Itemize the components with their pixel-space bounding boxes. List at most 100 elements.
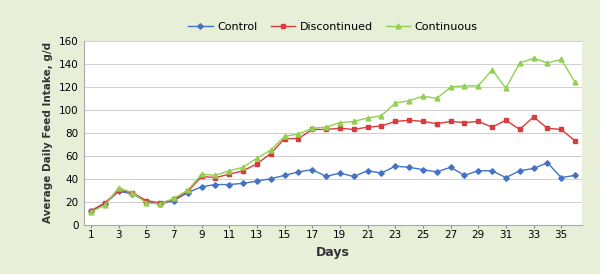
Continuous (295, 132, 302, 136)
Discontinued (502, 119, 509, 122)
Control (461, 174, 468, 177)
Discontinued (295, 137, 302, 140)
Control (267, 177, 274, 180)
Continuous (308, 127, 316, 130)
Continuous (129, 191, 136, 194)
Control (447, 166, 454, 169)
Control (295, 170, 302, 173)
Control (253, 179, 260, 183)
Control (322, 175, 329, 178)
Control (406, 166, 413, 169)
Discontinued (143, 199, 150, 202)
Discontinued (198, 175, 205, 178)
Discontinued (488, 125, 496, 129)
Control (198, 185, 205, 189)
Discontinued (461, 121, 468, 124)
Control (184, 191, 191, 194)
Continuous (433, 97, 440, 100)
Continuous (364, 116, 371, 120)
Control (337, 172, 344, 175)
Continuous (253, 156, 260, 160)
Control (88, 209, 95, 213)
Discontinued (129, 191, 136, 194)
Discontinued (406, 119, 413, 122)
Discontinued (447, 120, 454, 123)
Continuous (170, 197, 178, 200)
Discontinued (475, 120, 482, 123)
Continuous (281, 135, 288, 138)
Continuous (267, 149, 274, 152)
Discontinued (322, 128, 329, 131)
Continuous (530, 57, 537, 60)
Control (101, 202, 109, 206)
Discontinued (350, 128, 358, 131)
Legend: Control, Discontinued, Continuous: Control, Discontinued, Continuous (188, 22, 478, 32)
Discontinued (157, 201, 164, 204)
Control (281, 174, 288, 177)
Continuous (115, 186, 122, 190)
Continuous (350, 120, 358, 123)
Discontinued (516, 128, 523, 131)
Discontinued (544, 127, 551, 130)
Line: Continuous: Continuous (88, 56, 578, 215)
Discontinued (226, 173, 233, 176)
Discontinued (419, 120, 427, 123)
Discontinued (88, 209, 95, 213)
Continuous (88, 210, 95, 214)
Continuous (502, 87, 509, 90)
Control (571, 174, 578, 177)
Control (350, 175, 358, 178)
X-axis label: Days: Days (316, 246, 350, 259)
Control (544, 161, 551, 164)
Continuous (571, 81, 578, 84)
Control (502, 176, 509, 179)
Continuous (143, 201, 150, 204)
Control (557, 176, 565, 179)
Discontinued (281, 137, 288, 140)
Control (226, 183, 233, 186)
Discontinued (101, 201, 109, 204)
Discontinued (212, 176, 219, 179)
Discontinued (253, 162, 260, 165)
Continuous (101, 204, 109, 207)
Control (212, 183, 219, 186)
Control (530, 167, 537, 170)
Control (308, 168, 316, 171)
Continuous (461, 84, 468, 87)
Continuous (212, 174, 219, 177)
Control (488, 169, 496, 172)
Control (239, 182, 247, 185)
Control (392, 164, 399, 168)
Continuous (419, 95, 427, 98)
Continuous (378, 114, 385, 117)
Control (143, 200, 150, 203)
Continuous (392, 101, 399, 105)
Continuous (157, 202, 164, 206)
Continuous (184, 189, 191, 192)
Control (170, 199, 178, 202)
Control (364, 169, 371, 172)
Control (115, 190, 122, 193)
Continuous (226, 169, 233, 172)
Discontinued (378, 124, 385, 128)
Discontinued (239, 169, 247, 172)
Control (433, 170, 440, 173)
Control (419, 168, 427, 171)
Continuous (488, 68, 496, 72)
Continuous (544, 61, 551, 65)
Continuous (322, 125, 329, 129)
Line: Control: Control (89, 161, 577, 213)
Continuous (239, 166, 247, 169)
Line: Discontinued: Discontinued (89, 115, 577, 213)
Discontinued (184, 190, 191, 193)
Continuous (198, 173, 205, 176)
Continuous (516, 61, 523, 65)
Continuous (337, 121, 344, 124)
Control (378, 172, 385, 175)
Continuous (406, 99, 413, 102)
Discontinued (337, 127, 344, 130)
Y-axis label: Average Daily Feed Intake, g/d: Average Daily Feed Intake, g/d (43, 42, 53, 224)
Continuous (475, 84, 482, 87)
Control (129, 192, 136, 195)
Discontinued (392, 120, 399, 123)
